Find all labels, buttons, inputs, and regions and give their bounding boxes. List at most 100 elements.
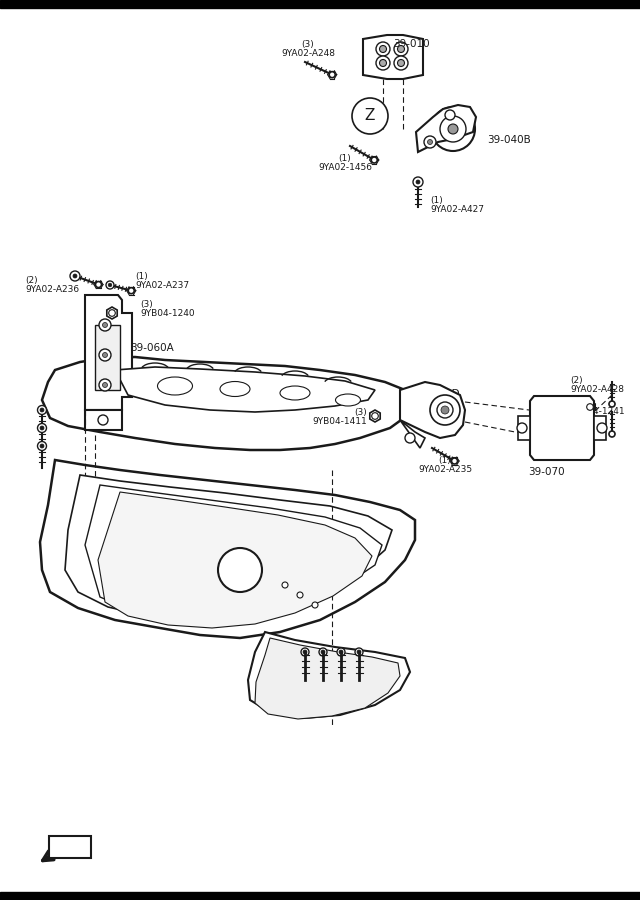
Text: (3): (3): [301, 40, 314, 49]
Circle shape: [397, 59, 404, 67]
Bar: [0, 0, 640, 8]
Circle shape: [301, 648, 309, 656]
Circle shape: [38, 406, 47, 415]
Polygon shape: [115, 367, 375, 412]
Circle shape: [339, 650, 343, 654]
Circle shape: [282, 582, 288, 588]
Circle shape: [430, 395, 460, 425]
Circle shape: [597, 423, 607, 433]
Circle shape: [102, 353, 108, 357]
Ellipse shape: [335, 394, 360, 406]
Polygon shape: [416, 105, 476, 152]
Polygon shape: [248, 632, 410, 718]
Text: 9YA02-A236: 9YA02-A236: [25, 284, 79, 293]
Polygon shape: [98, 492, 372, 628]
Text: 9YA02-A235: 9YA02-A235: [418, 464, 472, 473]
Polygon shape: [530, 396, 594, 460]
Polygon shape: [85, 485, 382, 624]
Text: (1): (1): [339, 154, 351, 163]
Circle shape: [441, 406, 449, 414]
Polygon shape: [585, 401, 595, 413]
Circle shape: [587, 404, 593, 410]
Text: 9YA02-A248: 9YA02-A248: [281, 49, 335, 58]
Text: 39-070: 39-070: [528, 467, 564, 477]
Bar: [0, 892, 640, 900]
Circle shape: [95, 282, 102, 288]
Text: 39-080D: 39-080D: [415, 389, 460, 399]
Text: 39-040B: 39-040B: [487, 135, 531, 145]
Text: Z: Z: [365, 109, 375, 123]
Ellipse shape: [280, 386, 310, 400]
Polygon shape: [400, 420, 425, 448]
Circle shape: [357, 650, 361, 654]
Circle shape: [297, 592, 303, 598]
Circle shape: [451, 458, 458, 464]
Circle shape: [380, 46, 387, 52]
Circle shape: [99, 379, 111, 391]
Circle shape: [416, 180, 420, 184]
Circle shape: [394, 42, 408, 56]
Circle shape: [312, 602, 318, 608]
Text: (3): (3): [140, 301, 153, 310]
Text: 9YA02-A237: 9YA02-A237: [135, 282, 189, 291]
Circle shape: [102, 382, 108, 388]
Ellipse shape: [220, 382, 250, 397]
Circle shape: [355, 648, 363, 656]
FancyBboxPatch shape: [49, 836, 91, 858]
Circle shape: [352, 98, 388, 134]
Text: (1): (1): [430, 195, 443, 204]
Polygon shape: [518, 416, 530, 440]
Circle shape: [99, 349, 111, 361]
Circle shape: [372, 413, 378, 419]
Polygon shape: [85, 295, 132, 410]
Text: (1): (1): [438, 455, 451, 464]
Text: (2): (2): [25, 275, 38, 284]
Circle shape: [38, 442, 47, 451]
Polygon shape: [400, 382, 465, 438]
Text: FWD: FWD: [54, 841, 86, 853]
Circle shape: [380, 59, 387, 67]
Circle shape: [40, 444, 44, 448]
Polygon shape: [42, 357, 415, 450]
Circle shape: [108, 284, 112, 287]
Polygon shape: [107, 307, 117, 319]
Circle shape: [397, 46, 404, 52]
Circle shape: [440, 116, 466, 142]
Circle shape: [128, 288, 134, 293]
Circle shape: [98, 415, 108, 425]
Text: 9YA02-A428: 9YA02-A428: [570, 384, 624, 393]
Circle shape: [413, 177, 423, 187]
Circle shape: [321, 650, 325, 654]
Text: 39-010: 39-010: [393, 39, 429, 49]
Text: 39-060A: 39-060A: [130, 343, 173, 353]
Circle shape: [394, 56, 408, 70]
Circle shape: [424, 136, 436, 148]
Circle shape: [609, 401, 615, 407]
Polygon shape: [370, 410, 380, 422]
Circle shape: [428, 140, 433, 145]
Circle shape: [609, 431, 615, 437]
Circle shape: [303, 650, 307, 654]
Circle shape: [38, 424, 47, 433]
Circle shape: [40, 426, 44, 430]
Text: 9YA02-1456: 9YA02-1456: [318, 163, 372, 172]
Circle shape: [109, 310, 115, 316]
Text: (1): (1): [135, 273, 148, 282]
Polygon shape: [594, 416, 606, 440]
Text: 9YB04-1241: 9YB04-1241: [570, 408, 625, 417]
Text: 9YA02-A427: 9YA02-A427: [430, 204, 484, 213]
Circle shape: [431, 107, 475, 151]
Polygon shape: [85, 410, 122, 430]
Polygon shape: [65, 475, 392, 622]
Circle shape: [70, 271, 80, 281]
Circle shape: [517, 423, 527, 433]
Text: 9YB04-1240: 9YB04-1240: [140, 310, 195, 319]
Circle shape: [371, 157, 377, 163]
Circle shape: [106, 281, 114, 289]
Circle shape: [448, 124, 458, 134]
Bar: [95, 325, 120, 390]
Circle shape: [405, 433, 415, 443]
Ellipse shape: [157, 377, 193, 395]
Circle shape: [445, 110, 455, 120]
Text: (2): (2): [570, 375, 582, 384]
